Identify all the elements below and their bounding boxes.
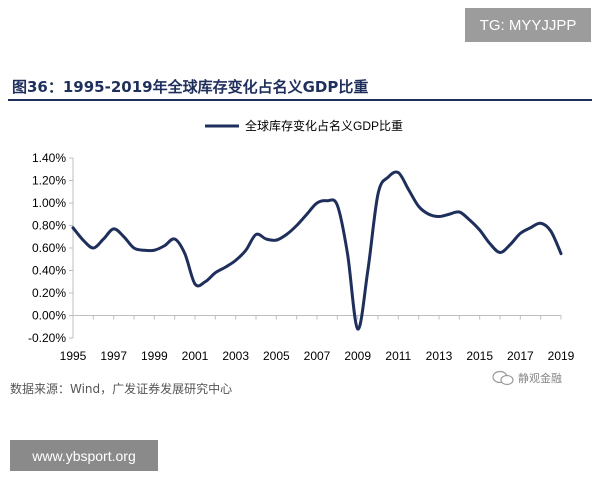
wechat-account: 静观金融: [492, 370, 562, 386]
title-divider: [8, 99, 592, 101]
y-tick-label: 1.40%: [32, 151, 66, 165]
x-tick-label: 2017: [507, 349, 534, 363]
line-chart: 1.40% 1.20% 1.00% 0.80% 0.60% 0.40% 0.20% 0.00%…: [28, 118, 575, 363]
wechat-icon: [492, 370, 514, 386]
x-tick-label: 2007: [304, 349, 331, 363]
chart-container: 1.40% 1.20% 1.00% 0.80% 0.60% 0.40% 0.20% 0.00%…: [0, 102, 600, 372]
source-note: 数据来源：Wind，广发证券发展研究中心: [10, 382, 233, 396]
x-tick-label: 1995: [60, 349, 87, 363]
legend-label: 全球库存变化占名义GDP比重: [245, 118, 403, 133]
y-tick-label: 0.00%: [32, 309, 66, 323]
x-tick-label: 1997: [100, 349, 127, 363]
wechat-label: 静观金融: [518, 372, 562, 385]
y-tick-label: 0.80%: [32, 219, 66, 233]
y-tick-label: 0.60%: [32, 241, 66, 255]
figure-title: 图36：1995-2019年全球库存变化占名义GDP比重: [12, 78, 369, 96]
x-tick-label: 2005: [263, 349, 290, 363]
series-line: [71, 170, 563, 331]
y-tick-label: 0.40%: [32, 264, 66, 278]
y-tick-label: -0.20%: [28, 331, 66, 345]
x-tick-label: 2013: [426, 349, 453, 363]
x-tick-label: 2001: [182, 349, 209, 363]
x-tick-label: 2003: [222, 349, 249, 363]
watermark-badge-bottom: www.ybsport.org: [10, 440, 158, 471]
y-tick-label: 1.20%: [32, 174, 66, 188]
x-tick-label: 1999: [141, 349, 168, 363]
y-tick-label: 1.00%: [32, 196, 66, 210]
x-tick-label: 2009: [344, 349, 371, 363]
x-tick-label: 2019: [548, 349, 575, 363]
y-tick-label: 0.20%: [32, 286, 66, 300]
x-tick-label: 2011: [385, 349, 411, 363]
x-tick-label: 2015: [466, 349, 493, 363]
watermark-badge-top: TG: MYYJJPP: [465, 8, 591, 42]
